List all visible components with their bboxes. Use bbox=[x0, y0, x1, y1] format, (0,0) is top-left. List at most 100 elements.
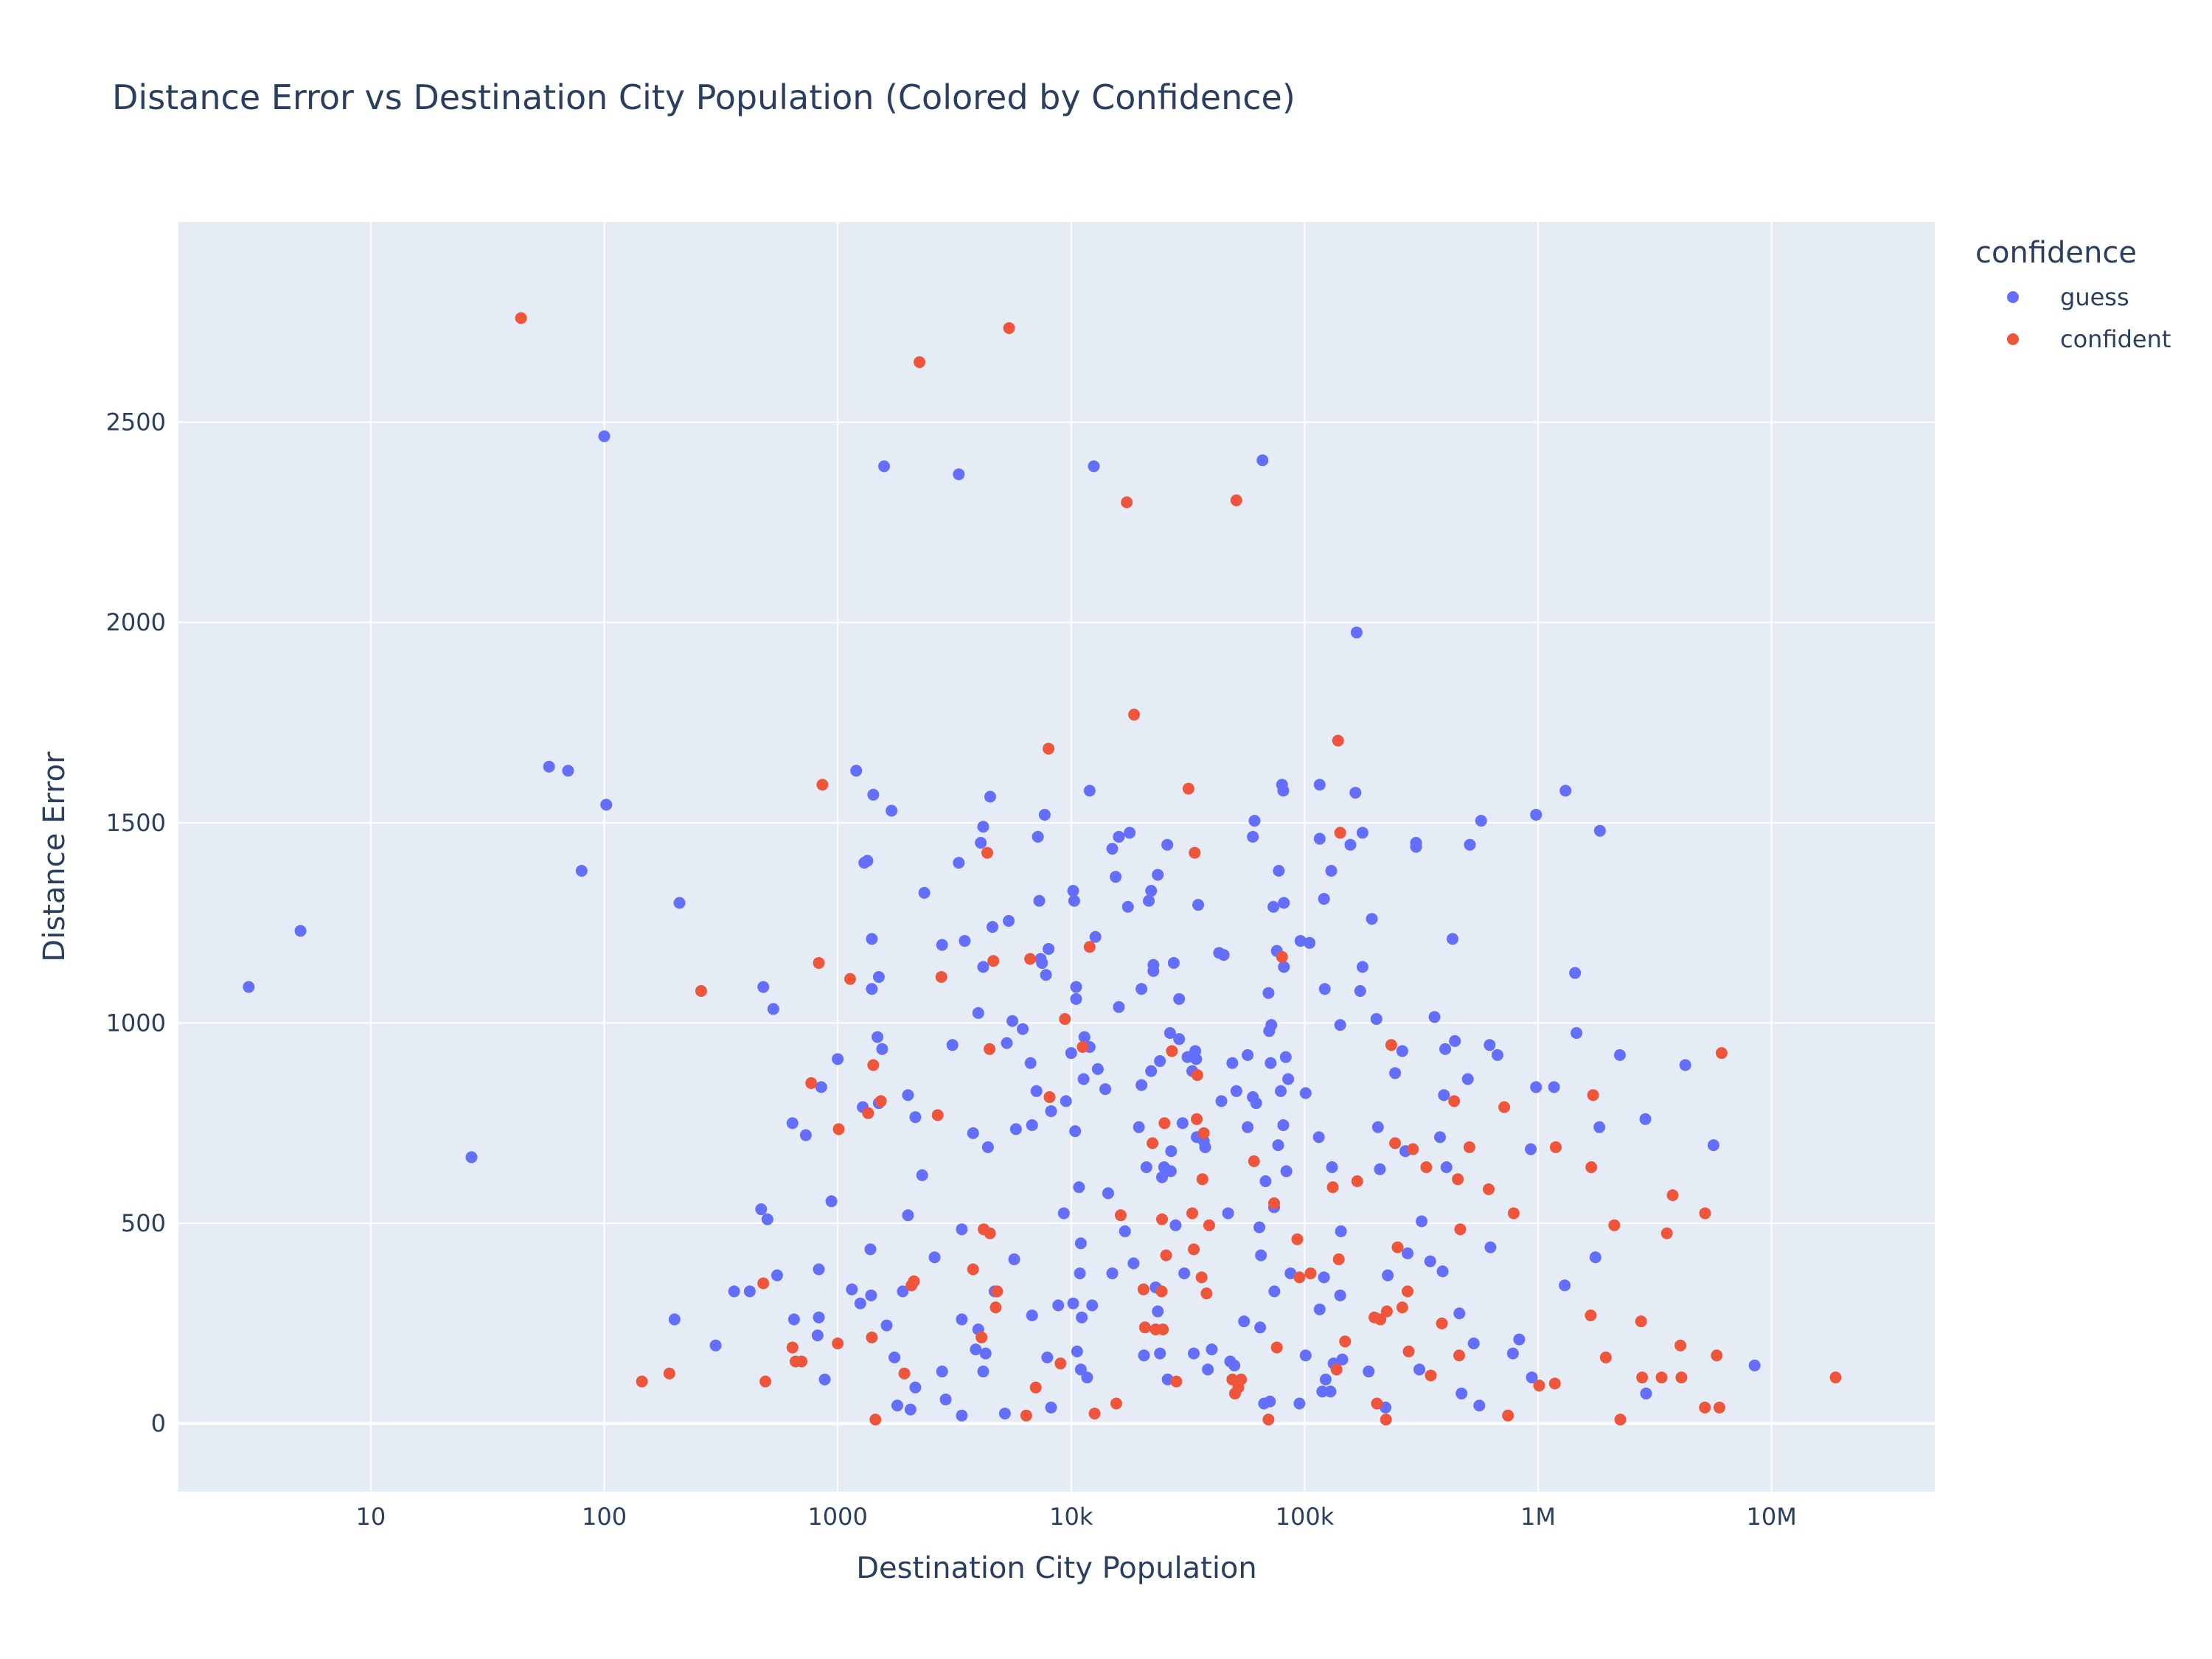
data-point-confident[interactable] bbox=[1385, 1039, 1397, 1051]
data-point-guess[interactable] bbox=[1284, 1267, 1297, 1279]
data-point-confident[interactable] bbox=[1197, 1127, 1210, 1139]
data-point-guess[interactable] bbox=[1188, 1347, 1200, 1360]
data-point-confident[interactable] bbox=[1203, 1219, 1215, 1231]
data-point-guess[interactable] bbox=[1070, 992, 1082, 1005]
data-point-confident[interactable] bbox=[1507, 1207, 1520, 1220]
data-point-confident[interactable] bbox=[1675, 1371, 1688, 1384]
data-point-guess[interactable] bbox=[1077, 1073, 1090, 1085]
data-point-guess[interactable] bbox=[1145, 885, 1158, 897]
data-point-guess[interactable] bbox=[294, 925, 307, 937]
data-point-guess[interactable] bbox=[936, 939, 948, 951]
data-point-confident[interactable] bbox=[1636, 1371, 1649, 1384]
data-point-confident[interactable] bbox=[914, 356, 926, 369]
data-point-guess[interactable] bbox=[767, 1003, 779, 1015]
data-point-guess[interactable] bbox=[956, 1409, 968, 1422]
data-point-confident[interactable] bbox=[1191, 1069, 1203, 1082]
data-point-guess[interactable] bbox=[1313, 832, 1326, 845]
data-point-confident[interactable] bbox=[1024, 953, 1037, 965]
data-point-confident[interactable] bbox=[1158, 1117, 1171, 1130]
data-point-guess[interactable] bbox=[1135, 983, 1148, 995]
data-point-guess[interactable] bbox=[1032, 830, 1044, 843]
data-point-confident[interactable] bbox=[1660, 1227, 1673, 1239]
data-point-confident[interactable] bbox=[1196, 1173, 1208, 1186]
data-point-guess[interactable] bbox=[1363, 1366, 1375, 1378]
data-point-guess[interactable] bbox=[956, 1223, 968, 1236]
data-point-guess[interactable] bbox=[872, 1031, 884, 1043]
data-point-guess[interactable] bbox=[543, 760, 555, 773]
data-point-confident[interactable] bbox=[805, 1077, 818, 1089]
data-point-guess[interactable] bbox=[946, 1039, 959, 1051]
data-point-confident[interactable] bbox=[1585, 1309, 1597, 1321]
data-point-guess[interactable] bbox=[1138, 1349, 1150, 1362]
data-point-guess[interactable] bbox=[243, 981, 255, 993]
data-point-confident[interactable] bbox=[935, 970, 947, 983]
data-point-guess[interactable] bbox=[1113, 830, 1125, 843]
data-point-guess[interactable] bbox=[1559, 785, 1572, 797]
data-point-guess[interactable] bbox=[575, 865, 588, 877]
data-point-guess[interactable] bbox=[1334, 1289, 1346, 1301]
data-point-confident[interactable] bbox=[515, 312, 527, 324]
data-point-confident[interactable] bbox=[898, 1367, 911, 1380]
data-point-confident[interactable] bbox=[1829, 1371, 1842, 1384]
data-point-guess[interactable] bbox=[1613, 1048, 1626, 1061]
data-point-confident[interactable] bbox=[1043, 1091, 1056, 1103]
data-point-confident[interactable] bbox=[844, 973, 856, 985]
data-point-guess[interactable] bbox=[1067, 1297, 1079, 1310]
data-point-guess[interactable] bbox=[1324, 1385, 1337, 1398]
data-point-confident[interactable] bbox=[1498, 1101, 1511, 1113]
data-point-confident[interactable] bbox=[1248, 1155, 1260, 1167]
data-point-confident[interactable] bbox=[1020, 1409, 1032, 1422]
data-point-guess[interactable] bbox=[1173, 992, 1186, 1005]
data-point-guess[interactable] bbox=[1074, 1363, 1087, 1376]
data-point-confident[interactable] bbox=[759, 1375, 772, 1388]
data-point-confident[interactable] bbox=[757, 1277, 770, 1290]
data-point-guess[interactable] bbox=[1074, 1267, 1086, 1279]
data-point-guess[interactable] bbox=[1078, 1031, 1091, 1043]
data-point-guess[interactable] bbox=[1006, 1015, 1019, 1027]
data-point-guess[interactable] bbox=[918, 886, 931, 899]
data-point-confident[interactable] bbox=[908, 1275, 920, 1287]
data-point-guess[interactable] bbox=[1639, 1113, 1652, 1125]
data-point-confident[interactable] bbox=[1374, 1313, 1387, 1326]
data-point-confident[interactable] bbox=[1304, 1267, 1317, 1279]
data-point-guess[interactable] bbox=[904, 1403, 917, 1416]
data-point-guess[interactable] bbox=[598, 430, 611, 442]
data-point-guess[interactable] bbox=[1396, 1045, 1408, 1057]
data-point-confident[interactable] bbox=[1454, 1223, 1467, 1236]
data-point-guess[interactable] bbox=[1003, 914, 1015, 927]
data-point-confident[interactable] bbox=[816, 779, 829, 791]
data-point-guess[interactable] bbox=[1416, 1215, 1428, 1228]
data-point-confident[interactable] bbox=[1436, 1317, 1448, 1329]
data-point-guess[interactable] bbox=[562, 765, 574, 777]
data-point-confident[interactable] bbox=[1121, 496, 1133, 509]
data-point-confident[interactable] bbox=[1114, 1209, 1127, 1222]
data-point-confident[interactable] bbox=[1391, 1241, 1404, 1253]
data-point-confident[interactable] bbox=[1711, 1349, 1723, 1362]
data-point-confident[interactable] bbox=[1585, 1161, 1598, 1173]
data-point-confident[interactable] bbox=[1635, 1315, 1647, 1328]
data-point-guess[interactable] bbox=[1099, 1083, 1112, 1096]
data-point-guess[interactable] bbox=[977, 961, 990, 973]
data-point-guess[interactable] bbox=[986, 921, 998, 933]
data-point-confident[interactable] bbox=[981, 846, 993, 859]
data-point-guess[interactable] bbox=[1453, 1307, 1466, 1320]
data-point-guess[interactable] bbox=[1026, 1309, 1038, 1321]
data-point-guess[interactable] bbox=[1335, 1225, 1347, 1237]
data-point-guess[interactable] bbox=[861, 855, 874, 867]
data-point-confident[interactable] bbox=[1291, 1233, 1304, 1245]
data-point-guess[interactable] bbox=[1259, 1175, 1272, 1188]
data-point-guess[interactable] bbox=[771, 1269, 783, 1281]
data-point-guess[interactable] bbox=[1030, 1085, 1043, 1097]
data-point-guess[interactable] bbox=[1081, 1371, 1093, 1384]
data-point-guess[interactable] bbox=[1438, 1089, 1450, 1102]
data-point-guess[interactable] bbox=[1127, 1257, 1140, 1270]
data-point-confident[interactable] bbox=[1189, 846, 1201, 859]
data-point-guess[interactable] bbox=[1318, 893, 1330, 905]
data-point-guess[interactable] bbox=[866, 983, 878, 995]
data-point-guess[interactable] bbox=[1446, 933, 1458, 945]
data-point-guess[interactable] bbox=[1440, 1161, 1453, 1173]
data-point-guess[interactable] bbox=[1312, 1131, 1325, 1144]
data-point-confident[interactable] bbox=[695, 984, 707, 997]
data-point-confident[interactable] bbox=[984, 1227, 996, 1239]
data-point-guess[interactable] bbox=[1192, 899, 1205, 911]
